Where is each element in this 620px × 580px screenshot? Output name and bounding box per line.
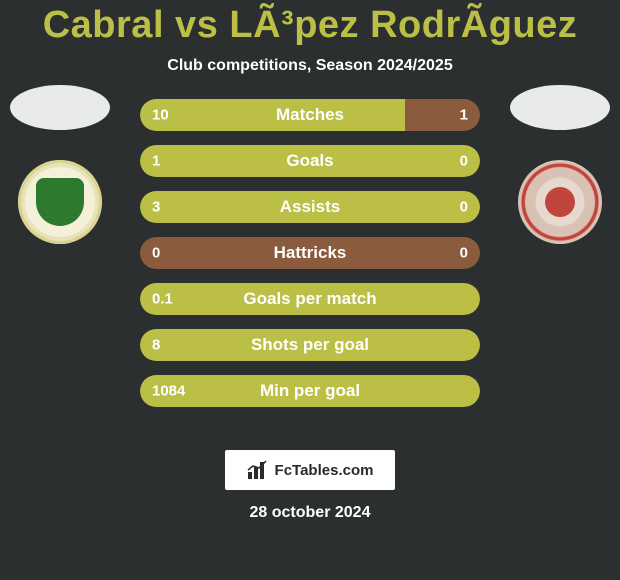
- stat-bars: Matches101 Goals10 Assists30 Hattricks00 Goa…: [140, 99, 480, 407]
- branding-badge: FcTables.com: [225, 450, 395, 490]
- stat-segment-left: [140, 145, 480, 177]
- stat-segment-left: [140, 329, 480, 361]
- stat-row: Shots per goal8: [140, 329, 480, 361]
- stat-segment-left: [140, 191, 480, 223]
- main-area: Matches101 Goals10 Assists30 Hattricks00 Goa…: [0, 75, 620, 580]
- stat-row: Min per goal1084: [140, 375, 480, 407]
- subtitle: Club competitions, Season 2024/2025: [167, 57, 452, 75]
- page-title: Cabral vs LÃ³pez RodrÃ­guez: [43, 4, 578, 47]
- player-right: [510, 85, 610, 244]
- club-badge-left-icon: [18, 160, 102, 244]
- player-left: [10, 85, 110, 244]
- infographic: Cabral vs LÃ³pez RodrÃ­guez Club competi…: [0, 0, 620, 580]
- stat-segment-right: [405, 99, 480, 131]
- club-badge-right-icon: [518, 160, 602, 244]
- date-label: 28 october 2024: [0, 504, 620, 522]
- stat-row: Matches101: [140, 99, 480, 131]
- stat-segment-left: [140, 283, 480, 315]
- stat-segment-left: [140, 99, 405, 131]
- stat-segment-left: [140, 375, 480, 407]
- stat-row: Hattricks00: [140, 237, 480, 269]
- chart-icon: [247, 460, 269, 480]
- player-silhouette-icon: [510, 85, 610, 130]
- stat-row: Goals10: [140, 145, 480, 177]
- stat-segment-right: [140, 237, 480, 269]
- player-silhouette-icon: [10, 85, 110, 130]
- stat-row: Assists30: [140, 191, 480, 223]
- stat-row: Goals per match0.1: [140, 283, 480, 315]
- branding-text: FcTables.com: [275, 462, 374, 479]
